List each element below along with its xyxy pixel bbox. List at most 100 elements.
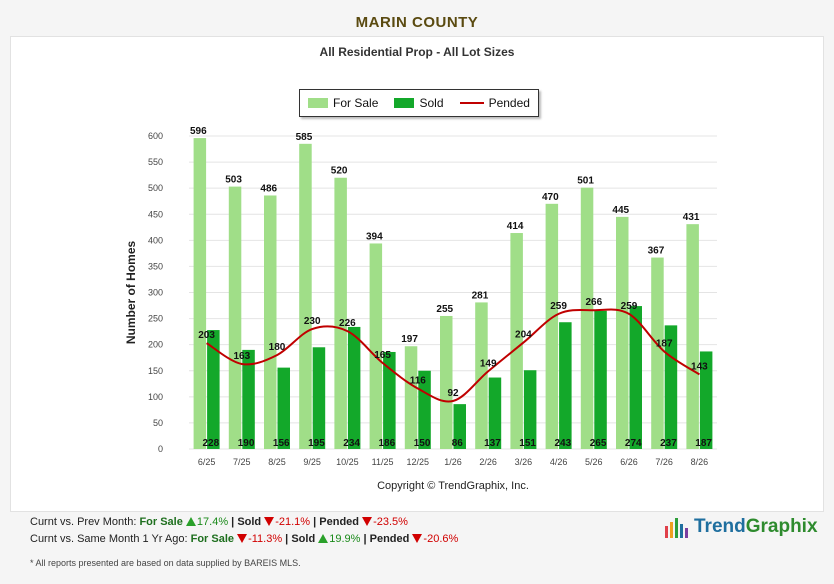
bar-for-sale — [651, 257, 664, 449]
data-label-for-sale: 445 — [612, 205, 629, 216]
footer-prefix: Curnt vs. Prev Month: — [30, 516, 140, 528]
x-tick-label: 7/26 — [655, 457, 673, 467]
footer-separator: | — [228, 516, 238, 528]
bar-sold — [347, 326, 361, 449]
triangle-up-icon — [185, 517, 196, 526]
bar-for-sale — [510, 233, 523, 449]
data-label-sold: 151 — [519, 438, 536, 449]
y-tick-label: 200 — [148, 340, 163, 350]
x-tick-label: 4/26 — [550, 457, 568, 467]
brand-logo: TrendGraphix — [664, 516, 818, 538]
bar-sold — [242, 349, 255, 449]
footer-metric-value: -11.3% — [248, 533, 283, 545]
footer-metric-value: -23.5% — [373, 516, 408, 528]
data-label-pended: 116 — [410, 375, 427, 386]
trendgraphix-bars-icon — [665, 518, 688, 538]
bar-sold — [664, 325, 678, 449]
y-tick-label: 150 — [148, 366, 163, 376]
y-tick-label: 550 — [148, 157, 163, 167]
bar-sold — [383, 351, 396, 449]
legend-item-for-sale[interactable]: For Sale — [308, 96, 378, 110]
data-label-for-sale: 255 — [436, 304, 453, 315]
footer-metric-label: Sold — [237, 516, 265, 528]
bar-sold — [207, 330, 220, 449]
data-label-pended: 226 — [339, 318, 356, 329]
bar-for-sale — [334, 177, 347, 449]
chart-panel: All Residential Prop - All Lot Sizes For… — [10, 36, 824, 512]
bar-sold — [559, 322, 572, 449]
data-label-pended: 259 — [550, 301, 567, 312]
data-label-for-sale: 281 — [472, 290, 489, 301]
legend-item-sold[interactable]: Sold — [394, 96, 444, 110]
x-tick-label: 5/26 — [585, 457, 603, 467]
bar-sold — [453, 404, 466, 449]
data-label-sold: 86 — [452, 438, 464, 449]
data-label-pended: 203 — [198, 330, 215, 341]
y-tick-label: 300 — [148, 288, 163, 298]
data-label-sold: 186 — [379, 438, 396, 449]
bar-sold — [523, 370, 537, 449]
data-label-for-sale: 585 — [296, 132, 313, 143]
data-label-for-sale: 520 — [331, 166, 348, 177]
bar-sold — [312, 347, 326, 449]
x-tick-label: 6/26 — [620, 457, 638, 467]
legend-swatch — [459, 102, 484, 104]
data-label-for-sale: 197 — [401, 334, 418, 345]
y-axis-label: Number of Homes — [124, 241, 138, 345]
footer-line-year-ago: Curnt vs. Same Month 1 Yr Ago: For Sale … — [30, 533, 458, 545]
bar-for-sale — [369, 243, 383, 449]
bar-sold — [488, 377, 502, 449]
copyright-text: Copyright © TrendGraphix, Inc. — [377, 480, 529, 492]
y-tick-label: 450 — [148, 209, 163, 219]
legend-swatch — [308, 98, 329, 108]
data-label-pended: 149 — [480, 358, 497, 369]
chart-svg: 0 50 100 150 200 250 300 350 400 450 500 550 600 Numb… — [124, 126, 717, 492]
x-tick-label: 11/25 — [372, 457, 394, 467]
chart-title: All Residential Prop - All Lot Sizes — [319, 45, 515, 59]
data-label-pended: 163 — [233, 351, 250, 362]
y-tick-label: 350 — [148, 261, 163, 271]
legend-swatch — [394, 98, 415, 108]
data-label-sold: 228 — [203, 438, 220, 449]
data-label-sold: 234 — [343, 438, 360, 449]
bar-sold — [277, 367, 290, 449]
brand-name-part: Trend — [694, 516, 746, 537]
footer-prefix: Curnt vs. Same Month 1 Yr Ago: — [30, 533, 191, 545]
y-tick-label: 250 — [148, 314, 163, 324]
y-tick-label: 0 — [158, 444, 163, 454]
footer-separator: | — [310, 516, 320, 528]
data-label-pended: 187 — [656, 338, 673, 349]
bar-for-sale — [404, 346, 418, 449]
triangle-down-icon — [412, 534, 423, 543]
y-tick-label: 50 — [153, 418, 163, 428]
bar-sold — [594, 310, 607, 449]
data-label-sold: 243 — [555, 438, 572, 449]
triangle-down-icon — [237, 534, 248, 543]
data-label-pended: 143 — [691, 361, 708, 372]
data-label-for-sale: 501 — [577, 176, 594, 187]
bar-for-sale — [440, 315, 453, 449]
legend-label: Pended — [488, 96, 530, 110]
x-tick-label: 1/26 — [444, 457, 462, 467]
data-label-pended: 180 — [269, 342, 286, 353]
footer-metric-label: For Sale — [139, 516, 186, 528]
triangle-down-icon — [264, 517, 275, 526]
bar-for-sale — [686, 224, 699, 449]
data-label-for-sale: 414 — [507, 221, 524, 232]
bar-for-sale — [580, 187, 594, 449]
footer-metric-value: -21.1% — [275, 516, 311, 528]
data-label-pended: 259 — [621, 301, 638, 312]
data-label-for-sale: 394 — [366, 231, 383, 242]
legend-item-pended[interactable]: Pended — [459, 96, 530, 110]
x-tick-label: 6/25 — [198, 457, 216, 467]
bar-for-sale — [264, 195, 277, 449]
data-label-for-sale: 367 — [648, 246, 665, 257]
brand-name: TrendGraphix — [694, 516, 818, 538]
x-tick-label: 10/25 — [336, 457, 359, 467]
triangle-up-icon — [318, 534, 329, 543]
footer-metric-label: For Sale — [190, 533, 238, 545]
line-pended — [206, 308, 700, 403]
x-tick-label: 8/26 — [691, 457, 709, 467]
footer-metric-label: Sold — [291, 533, 319, 545]
page-title: MARIN COUNTY — [355, 14, 479, 31]
